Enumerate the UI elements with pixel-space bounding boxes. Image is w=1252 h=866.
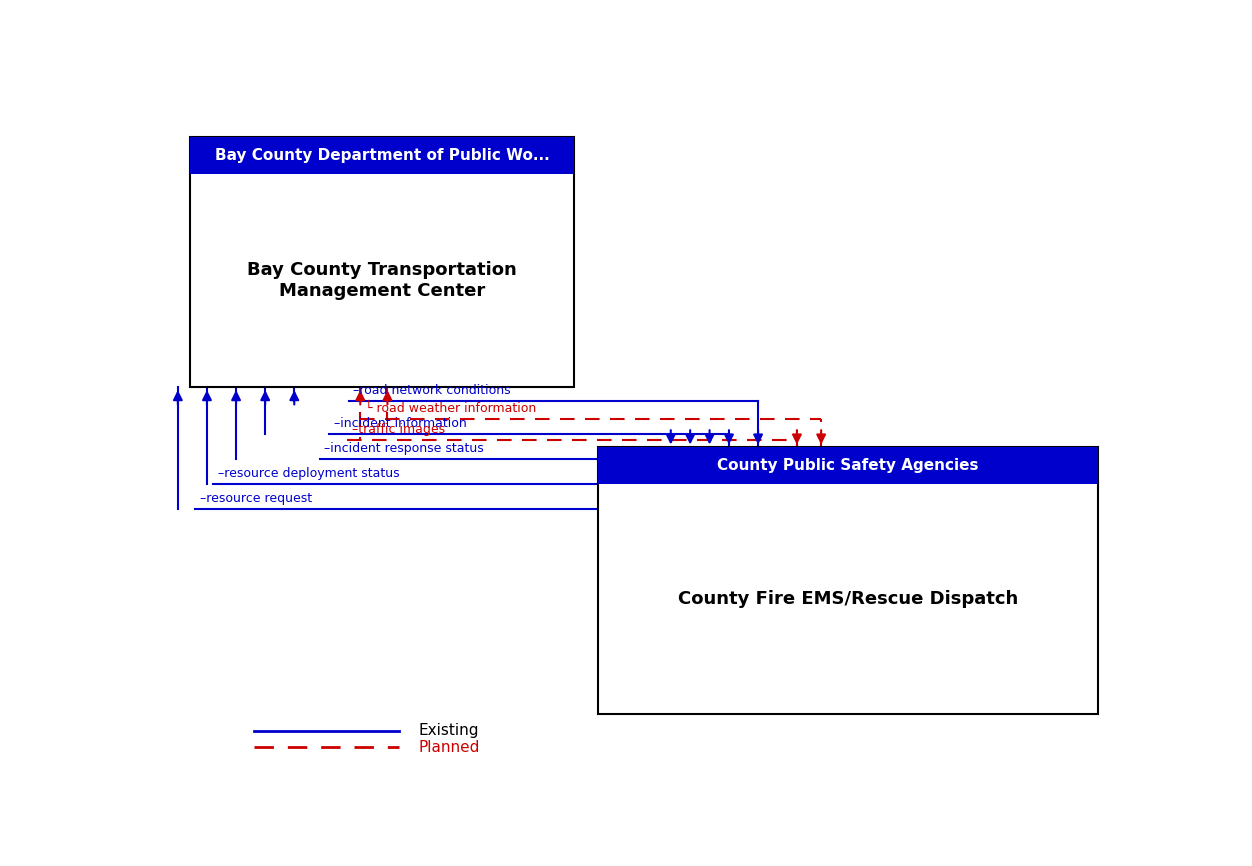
Bar bbox=[190, 137, 573, 174]
Text: –resource deployment status: –resource deployment status bbox=[218, 467, 399, 480]
Bar bbox=[190, 137, 573, 387]
Text: –traffic images: –traffic images bbox=[352, 423, 444, 436]
Text: County Public Safety Agencies: County Public Safety Agencies bbox=[717, 458, 979, 473]
Text: Bay County Department of Public Wo...: Bay County Department of Public Wo... bbox=[215, 148, 550, 163]
Text: –resource request: –resource request bbox=[200, 493, 312, 506]
Text: County Fire EMS/Rescue Dispatch: County Fire EMS/Rescue Dispatch bbox=[677, 590, 1018, 608]
Text: –incident information: –incident information bbox=[334, 417, 467, 430]
Text: Existing: Existing bbox=[418, 723, 480, 738]
Text: –incident response status: –incident response status bbox=[324, 442, 485, 455]
Bar bbox=[598, 448, 1098, 714]
Text: –road network conditions: –road network conditions bbox=[353, 384, 511, 397]
Text: └ road weather information: └ road weather information bbox=[366, 403, 536, 416]
Text: Bay County Transportation
Management Center: Bay County Transportation Management Cen… bbox=[247, 262, 517, 300]
Bar bbox=[598, 448, 1098, 484]
Text: Planned: Planned bbox=[418, 740, 480, 755]
